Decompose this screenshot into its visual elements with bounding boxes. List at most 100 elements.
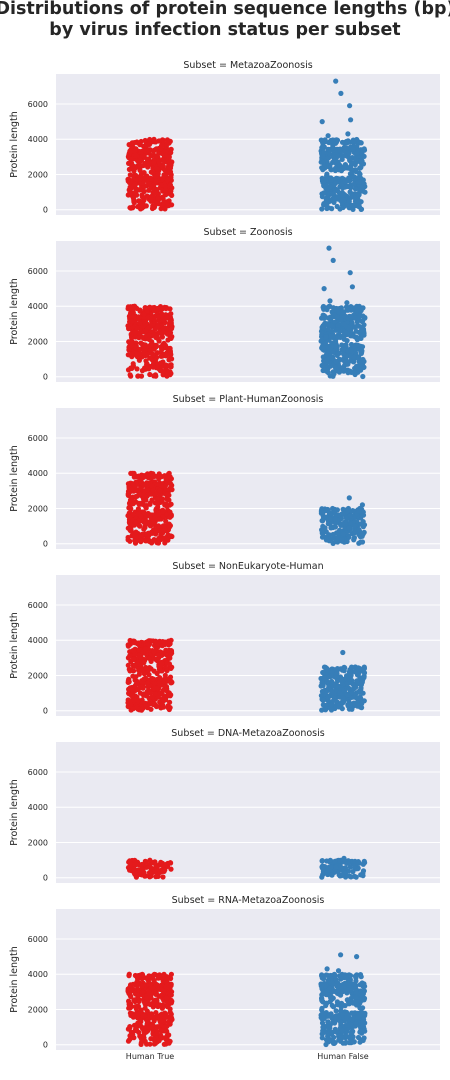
- data-point: [358, 159, 364, 165]
- data-point: [146, 147, 152, 153]
- data-point: [142, 321, 148, 327]
- data-point: [167, 345, 173, 351]
- data-point: [141, 162, 147, 168]
- data-point: [159, 982, 165, 989]
- data-point: [327, 857, 333, 864]
- data-point: [335, 684, 342, 690]
- data-point: [163, 362, 169, 368]
- data-point: [155, 323, 161, 329]
- data-point: [344, 692, 350, 698]
- data-point: [139, 866, 145, 872]
- y-tick-label: 0: [43, 206, 48, 215]
- data-point: [346, 155, 352, 161]
- data-point: [128, 667, 135, 673]
- data-point: [319, 527, 325, 533]
- data-point: [356, 204, 362, 210]
- y-tick-label: 4000: [28, 803, 48, 812]
- data-point: [161, 473, 168, 479]
- data-point: [348, 672, 354, 678]
- data-point: [339, 1027, 345, 1034]
- data-point: [164, 315, 170, 321]
- data-point: [142, 137, 148, 144]
- data-point: [132, 330, 138, 336]
- data-point: [348, 170, 354, 176]
- data-point-outlier: [338, 952, 344, 958]
- data-point: [127, 1036, 133, 1042]
- data-point: [160, 528, 166, 534]
- data-point: [332, 364, 338, 370]
- data-point: [359, 1010, 366, 1016]
- data-point: [141, 509, 147, 516]
- data-point-outlier: [354, 954, 360, 960]
- data-point: [340, 531, 346, 537]
- data-point: [159, 496, 165, 502]
- data-point: [358, 992, 364, 998]
- data-point: [144, 193, 150, 199]
- data-point: [352, 529, 358, 536]
- data-point: [350, 690, 356, 696]
- data-point: [155, 504, 161, 510]
- data-point: [345, 702, 351, 708]
- data-point: [164, 995, 170, 1001]
- data-point: [339, 1035, 345, 1041]
- data-point-outlier: [335, 968, 342, 974]
- y-tick-label: 2000: [28, 671, 48, 680]
- data-point: [337, 857, 343, 864]
- data-point: [347, 1035, 353, 1041]
- data-point: [149, 694, 155, 700]
- data-point-outlier: [344, 300, 350, 306]
- data-point-outlier: [340, 649, 346, 656]
- panel-title: Subset = NonEukaryote-Human: [172, 561, 323, 572]
- data-point: [335, 322, 341, 328]
- data-point: [319, 1035, 325, 1041]
- data-point: [154, 670, 160, 677]
- data-point: [164, 979, 170, 986]
- data-point: [138, 537, 144, 543]
- data-point: [145, 519, 152, 525]
- data-point: [157, 869, 163, 875]
- data-point: [141, 496, 147, 502]
- data-point: [328, 525, 334, 531]
- data-point: [344, 140, 350, 146]
- data-point: [157, 307, 163, 313]
- data-point: [150, 1030, 156, 1036]
- data-point: [340, 204, 346, 211]
- data-point-outlier: [347, 103, 353, 109]
- data-point: [142, 343, 148, 349]
- data-point: [323, 334, 329, 340]
- data-point: [167, 165, 174, 171]
- y-tick-label: 6000: [28, 601, 48, 610]
- data-point: [344, 1022, 350, 1028]
- data-point: [320, 1024, 326, 1030]
- data-point: [360, 1023, 366, 1029]
- data-point: [319, 1005, 325, 1012]
- data-point: [158, 360, 164, 366]
- data-point: [137, 187, 143, 193]
- data-point: [168, 866, 174, 872]
- data-point: [166, 154, 172, 160]
- data-point: [321, 190, 327, 196]
- data-point: [340, 196, 346, 202]
- data-point: [134, 366, 140, 372]
- data-point: [139, 194, 145, 200]
- data-point: [344, 681, 350, 687]
- data-point: [360, 861, 366, 867]
- data-point: [348, 973, 354, 979]
- data-point: [327, 516, 333, 523]
- data-point: [141, 347, 147, 353]
- data-point: [134, 678, 140, 684]
- data-point: [150, 676, 157, 682]
- data-point: [141, 188, 147, 195]
- data-point: [319, 874, 325, 880]
- data-point: [338, 666, 344, 672]
- data-point: [358, 140, 364, 146]
- series-human-false: [318, 495, 368, 547]
- data-point: [323, 196, 329, 203]
- data-point: [358, 974, 364, 980]
- data-point: [140, 1033, 146, 1039]
- data-point: [357, 165, 364, 171]
- data-point: [318, 509, 324, 515]
- data-point: [166, 661, 172, 667]
- data-point: [141, 153, 147, 159]
- data-point: [343, 1015, 350, 1021]
